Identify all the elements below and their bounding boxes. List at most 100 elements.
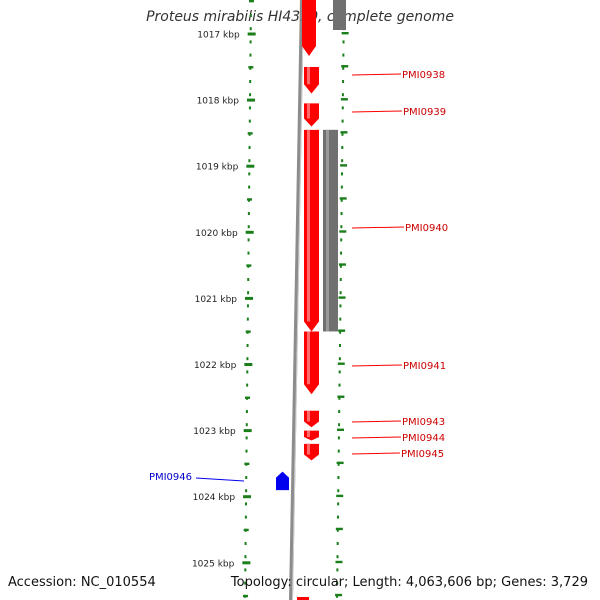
ruler-minor-tick-right [341, 146, 344, 149]
gene-arrow-shade [307, 430, 310, 438]
gene-arrow-pmi0939 [304, 103, 319, 127]
ruler-minor-tick-right [342, 66, 345, 70]
gene-arrow-shade [307, 103, 310, 119]
cds-feature-top [333, 0, 346, 30]
gene-label-pmi0944: PMI0944 [402, 433, 445, 444]
gene-label-leader [195, 477, 245, 482]
ruler-minor-tick [244, 568, 247, 572]
ruler-minor-tick [249, 93, 252, 97]
ruler-minor-tick-right [338, 423, 341, 427]
ruler-minor-tick [247, 278, 250, 281]
ruler-minor-tick [248, 106, 251, 110]
gene-label-leader [351, 226, 405, 229]
ruler-minor-tick-right [336, 542, 339, 545]
backbone-arc [289, 0, 304, 600]
ruler-minor-tick [249, 80, 252, 83]
ruler-half-tick [243, 594, 249, 598]
ruler-tick-label: 1018 kbp [197, 97, 240, 107]
ruler-minor-tick [245, 436, 248, 440]
ruler-minor-tick [244, 515, 247, 519]
ruler-minor-tick-right [340, 238, 343, 242]
ruler-tick-label: 1024 kbp [193, 493, 236, 503]
ruler-minor-tick-right [341, 132, 344, 136]
ruler-minor-tick-right [336, 594, 339, 598]
ruler-tick-label: 1017 kbp [197, 31, 240, 41]
gene-label-leader [351, 436, 402, 439]
ruler-minor-tick-right [341, 93, 344, 97]
ruler-minor-tick [247, 212, 250, 215]
ruler-minor-tick-right [336, 528, 339, 532]
ruler-minor-tick-right [342, 40, 345, 44]
ruler-half-tick [245, 396, 251, 399]
gene-arrow-pmi0940 [304, 129, 319, 332]
gene-arrow-upstream [302, 0, 316, 56]
ruler-half-tick [248, 66, 254, 69]
ruler-minor-tick [244, 542, 247, 545]
ruler-minor-tick-right [336, 581, 339, 585]
ruler-minor-tick [244, 555, 247, 559]
ruler-tick-label: 1019 kbp [196, 163, 239, 173]
ruler-dash-right [340, 98, 348, 101]
ruler-minor-tick [249, 27, 252, 31]
cds-feature-shade [326, 129, 329, 332]
ruler-half-tick [245, 330, 251, 333]
ruler-dash-right [341, 32, 349, 35]
gene-label-leader [351, 110, 403, 113]
ruler-tick-label: 1023 kbp [193, 427, 236, 437]
gene-label-pmi0938: PMI0938 [402, 70, 445, 81]
ruler-minor-tick-right [339, 291, 342, 295]
ruler-dash-right [340, 164, 348, 167]
ruler-major-tick [247, 32, 256, 36]
ruler-dash-right [335, 527, 343, 531]
ruler-minor-tick [248, 185, 251, 189]
ruler-minor-tick-right [339, 330, 342, 334]
ruler-minor-tick-right [337, 502, 340, 506]
gene-label-leader [351, 364, 403, 367]
ruler-minor-tick-right [341, 119, 344, 123]
ruler-minor-tick-right [340, 185, 343, 189]
ruler-minor-tick [245, 449, 248, 453]
ruler-minor-tick-right [338, 370, 341, 374]
ruler-minor-tick [247, 251, 250, 255]
ruler-minor-tick [249, 53, 252, 57]
ruler-minor-tick-right [336, 568, 339, 572]
ruler-minor-tick-right [337, 489, 340, 493]
ruler-minor-tick [245, 423, 248, 427]
ruler-tick-label: 1021 kbp [195, 295, 238, 305]
gene-arrow-pmi0943 [304, 410, 319, 428]
ruler-minor-tick [249, 40, 252, 44]
ruler-minor-tick-right [336, 515, 339, 519]
ruler-minor-tick [247, 238, 250, 242]
ruler-dash-right [335, 593, 343, 597]
ruler-tick-label: 1025 kbp [192, 559, 235, 569]
ruler-minor-tick-right [339, 278, 342, 281]
gene-label-pmi0939: PMI0939 [403, 107, 446, 118]
ruler-minor-tick-right [337, 436, 340, 440]
ruler-minor-tick-right [338, 383, 341, 387]
ruler-minor-tick-right [339, 264, 342, 268]
ruler-minor-tick-right [340, 251, 343, 255]
ruler-minor-tick-right [338, 396, 341, 400]
ruler-major-tick [246, 98, 255, 102]
ruler-minor-tick [248, 119, 251, 123]
ruler-minor-tick [249, 14, 252, 17]
gene-label-leader [351, 73, 402, 76]
gene-label-pmi0940: PMI0940 [405, 223, 448, 234]
ruler-half-tick [243, 528, 249, 532]
ruler-minor-tick-right [342, 53, 345, 57]
ruler-dash-right [338, 296, 346, 299]
ruler-minor-tick [247, 291, 250, 295]
gene-arrow-shade [307, 129, 310, 322]
gene-arrow-pmi0938 [304, 67, 319, 94]
ruler-major-tick [243, 429, 252, 433]
gene-label-pmi0943: PMI0943 [402, 417, 445, 428]
ruler-major-tick [245, 230, 254, 234]
gene-arrow-downstream [297, 597, 309, 600]
gene-arrow-pmi0946 [276, 471, 289, 491]
ruler-dash-right [337, 395, 345, 398]
ruler-minor-tick-right [338, 357, 341, 361]
ruler-half-tick [247, 132, 253, 135]
ruler-minor-tick-right [339, 317, 342, 321]
